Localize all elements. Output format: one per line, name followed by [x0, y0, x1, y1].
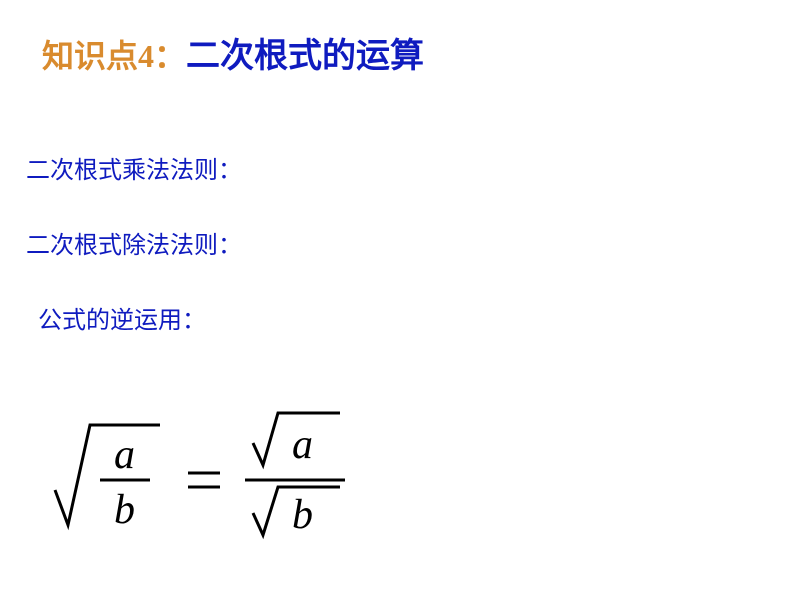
formula-var-b-right: b [292, 492, 313, 538]
text-inverse-formula: 公式的逆运用： [38, 300, 206, 335]
math-formula: a b a b [50, 395, 370, 555]
formula-var-a-left: a [114, 432, 135, 478]
text-multiplication-rule: 二次根式乘法法则： [26, 150, 242, 185]
title-main: 二次根式的运算 [186, 28, 424, 77]
title-prefix: 知识点4： [42, 31, 186, 77]
formula-var-b-left: b [114, 487, 135, 533]
slide-title: 知识点4： 二次根式的运算 [42, 28, 424, 77]
text-division-rule: 二次根式除法法则： [26, 225, 242, 260]
formula-var-a-right: a [292, 422, 313, 468]
sqrt-fraction-formula-svg: a b a b [50, 395, 370, 550]
